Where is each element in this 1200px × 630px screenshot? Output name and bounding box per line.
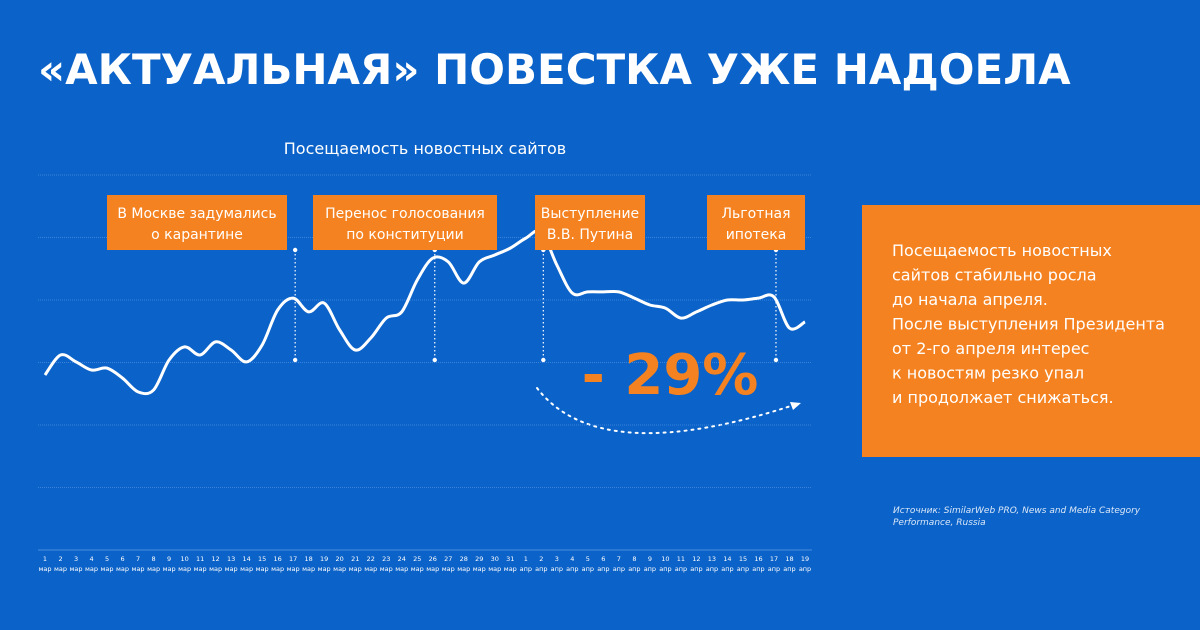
x-tick-label: 14 апр [721, 555, 733, 573]
x-tick-label: 7 апр [613, 555, 625, 573]
annotation-box [313, 195, 497, 250]
callout-text: от 2-го апреля интерес [892, 339, 1089, 358]
callout-text: до начала апреля. [892, 290, 1048, 309]
leader-dot [432, 357, 437, 363]
x-tick-label: 4 мар [85, 555, 98, 573]
x-tick-label: 15 мар [256, 555, 269, 573]
x-tick-label: 10 апр [659, 555, 671, 573]
x-tick-label: 4 апр [566, 555, 578, 573]
annotation-text: Перенос голосования [325, 206, 485, 222]
x-tick-label: 17 мар [287, 555, 300, 573]
x-tick-label: 28 мар [457, 555, 470, 573]
x-tick-label: 2 апр [535, 555, 547, 573]
x-tick-label: 24 мар [395, 555, 408, 573]
x-tick-label: 14 мар [240, 555, 253, 573]
x-tick-label: 2 мар [54, 555, 67, 573]
leader-dot [541, 357, 546, 363]
callout-text: сайтов стабильно росла [892, 266, 1097, 285]
x-tick-label: 16 апр [752, 555, 764, 573]
x-tick-label: 26 мар [426, 555, 439, 573]
x-tick-label: 3 мар [70, 555, 83, 573]
leader-dot [773, 357, 779, 363]
annotation-text: В.В. Путина [547, 227, 633, 243]
x-tick-label: 27 мар [442, 555, 455, 573]
x-tick-label: 31 мар [504, 555, 517, 573]
leader-dot [292, 357, 298, 363]
x-tick-label: 9 мар [163, 555, 176, 573]
x-tick-label: 12 мар [209, 555, 222, 573]
annotation-text: по конституции [346, 227, 463, 243]
annotation-text: ипотека [726, 227, 787, 243]
annotation-box [707, 195, 805, 250]
x-tick-label: 29 мар [473, 555, 486, 573]
annotation-text: о карантине [151, 227, 243, 243]
x-tick-label: 12 апр [690, 555, 702, 573]
annotation-text: Льготная [721, 206, 790, 222]
page-title: «АКТУАЛЬНАЯ» ПОВЕСТКА УЖЕ НАДОЕЛА [38, 45, 1071, 94]
x-tick-label: 1 апр [520, 555, 532, 573]
x-tick-label: 15 апр [737, 555, 749, 573]
x-tick-label: 8 апр [628, 555, 640, 573]
x-tick-label: 19 апр [799, 555, 811, 573]
x-tick-label: 13 апр [706, 555, 718, 573]
x-tick-label: 30 мар [488, 555, 501, 573]
x-tick-label: 18 апр [783, 555, 795, 573]
x-tick-label: 18 мар [302, 555, 315, 573]
x-tick-label: 11 апр [675, 555, 687, 573]
x-tick-label: 6 апр [597, 555, 609, 573]
change-label: - 29% [582, 343, 759, 408]
x-tick-label: 22 мар [364, 555, 377, 573]
annotation-text: Выступление [541, 206, 639, 222]
annotation-box [107, 195, 287, 250]
x-tick-label: 5 мар [101, 555, 114, 573]
x-tick-label: 7 мар [132, 555, 145, 573]
chart-title: Посещаемость новостных сайтов [284, 139, 566, 158]
x-tick-label: 3 апр [551, 555, 563, 573]
annotation-text: В Москве задумались [117, 206, 276, 222]
callout-text: Посещаемость новостных [892, 241, 1112, 260]
leader-dot [292, 247, 298, 253]
source-text: Performance, Russia [893, 518, 986, 528]
callout-text: После выступления Президента [892, 315, 1165, 334]
x-tick-label: 21 мар [349, 555, 362, 573]
callout-box [862, 205, 1200, 457]
source-text: Источник: SimilarWeb PRO, News and Media… [893, 506, 1141, 516]
arrow-head [790, 402, 801, 410]
x-tick-label: 20 мар [333, 555, 346, 573]
x-tick-label: 19 мар [318, 555, 331, 573]
x-tick-label: 1 мар [38, 555, 51, 573]
x-tick-label: 9 апр [644, 555, 656, 573]
x-tick-label: 16 мар [271, 555, 284, 573]
x-tick-label: 10 мар [178, 555, 191, 573]
x-tick-label: 5 апр [582, 555, 594, 573]
x-tick-label: 25 мар [411, 555, 424, 573]
x-tick-label: 6 мар [116, 555, 129, 573]
callout-text: к новостям резко упал [892, 364, 1084, 383]
annotation-box [535, 195, 645, 250]
x-tick-label: 23 мар [380, 555, 393, 573]
x-tick-label: 11 мар [194, 555, 207, 573]
data-line [43, 229, 806, 396]
x-tick-label: 8 мар [147, 555, 160, 573]
x-tick-label: 13 мар [225, 555, 238, 573]
x-tick-label: 17 апр [768, 555, 780, 573]
callout-text: и продолжает снижаться. [892, 388, 1114, 407]
